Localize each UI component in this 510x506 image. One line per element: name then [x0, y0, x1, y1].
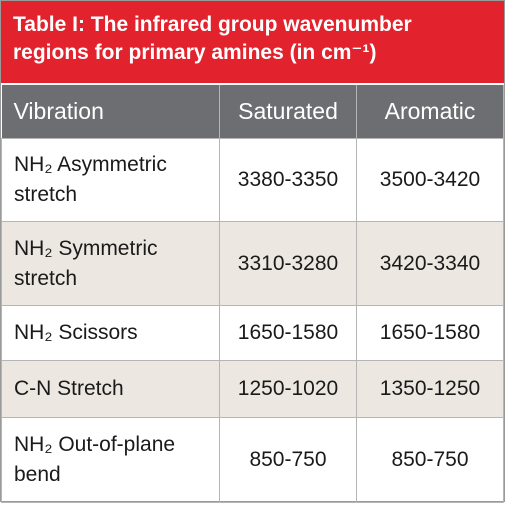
table-cell: NH₂ Asymmetric stretch — [1, 138, 220, 222]
table-cell: NH₂ Out-of-plane bend — [1, 417, 220, 503]
table-row: NH₂ Scissors 1650-1580 1650-1580 — [1, 305, 504, 361]
table-row: NH₂ Asymmetric stretch 3380-3350 3500-3420 — [1, 138, 504, 222]
table-cell: 850-750 — [219, 417, 357, 503]
table-cell: 3380-3350 — [219, 138, 357, 222]
table-row: NH₂ Out-of-plane bend 850-750 850-750 — [1, 417, 504, 503]
header-cell: Saturated — [219, 83, 357, 139]
header-cell: Vibration — [1, 83, 220, 139]
table-cell: 3500-3420 — [356, 138, 504, 222]
header-row: Vibration Saturated Aromatic — [1, 83, 504, 139]
table-cell: NH₂ Scissors — [1, 305, 220, 361]
table-cell: NH₂ Symmetric stretch — [1, 221, 220, 306]
table-cell: 1350-1250 — [356, 360, 504, 418]
table: Vibration Saturated Aromatic NH₂ Asymmetri… — [1, 83, 504, 503]
table-body: NH₂ Asymmetric stretch 3380-3350 3500-3420… — [1, 138, 504, 503]
table-title: Table I: The infrared group wavenumber r… — [1, 1, 504, 83]
table-cell: 1250-1020 — [219, 360, 357, 418]
table-cell: 1650-1580 — [219, 305, 357, 361]
table-row: C-N Stretch 1250-1020 1350-1250 — [1, 360, 504, 418]
table-cell: 3310-3280 — [219, 221, 357, 306]
table-cell: 850-750 — [356, 417, 504, 503]
table-cell: 1650-1580 — [356, 305, 504, 361]
header-cell: Aromatic — [356, 83, 504, 139]
table-cell: C-N Stretch — [1, 360, 220, 418]
table-cell: 3420-3340 — [356, 221, 504, 306]
table-row: NH₂ Symmetric stretch 3310-3280 3420-3340 — [1, 221, 504, 306]
